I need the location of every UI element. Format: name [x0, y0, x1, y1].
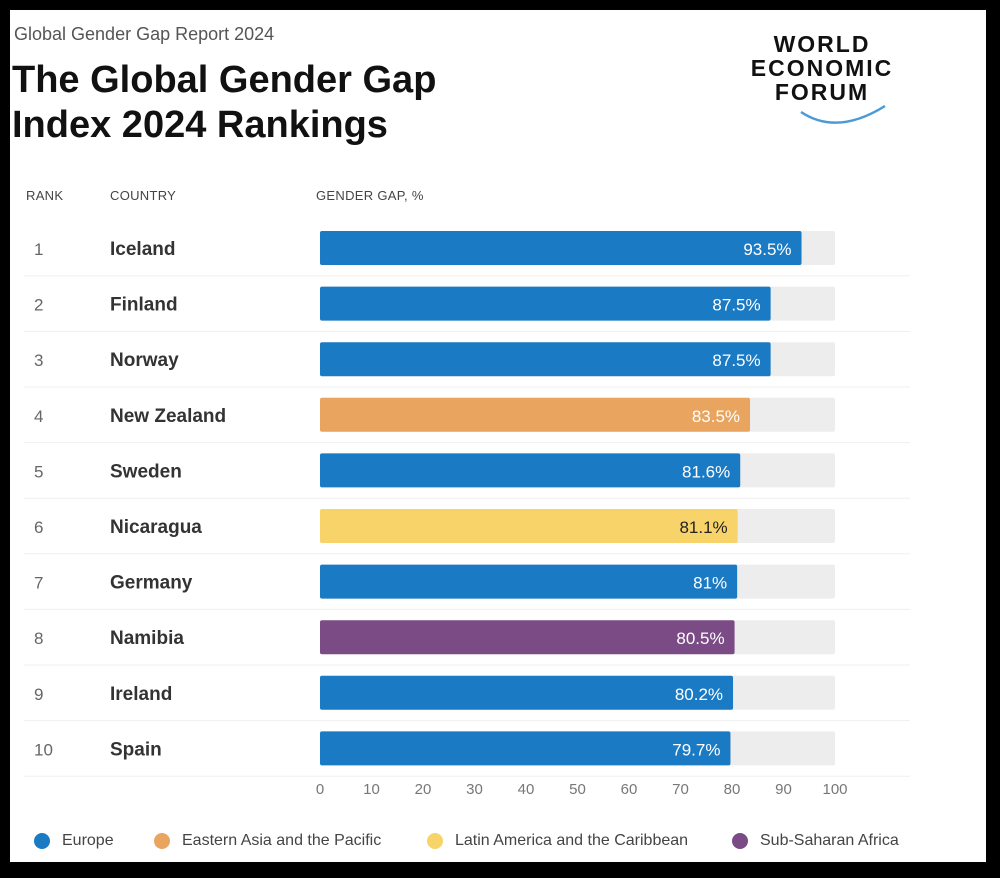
legend-label: Europe [62, 832, 114, 849]
bar-spain [320, 731, 731, 766]
country-header: COUNTRY [110, 188, 177, 203]
country-label-nicaragua: Nicaragua [110, 517, 202, 538]
legend-dot-icon [427, 833, 443, 849]
chart-card [10, 10, 986, 862]
rank-label: 4 [34, 407, 43, 426]
gender-gap-header: GENDER GAP, % [316, 188, 424, 203]
legend-dot-icon [34, 833, 50, 849]
data-label-norway: 87.5% [712, 351, 760, 370]
x-tick-label: 50 [569, 781, 586, 798]
rank-label: 6 [34, 518, 43, 537]
x-tick-label: 90 [775, 781, 792, 798]
bar-sweden [320, 453, 741, 488]
x-tick-label: 10 [363, 781, 380, 798]
data-label-new-zealand: 83.5% [692, 407, 740, 426]
rank-header: RANK [26, 188, 64, 203]
country-label-namibia: Namibia [110, 628, 184, 649]
data-label-germany: 81% [693, 574, 727, 593]
logo-line-2: ECONOMIC [750, 55, 894, 81]
x-tick-label: 30 [466, 781, 483, 798]
legend-item-eastern-asia-pacific: Eastern Asia and the Pacific [154, 832, 381, 850]
rank-label: 8 [34, 629, 43, 648]
report-label: Global Gender Gap Report 2024 [14, 24, 275, 44]
legend-dot-icon [154, 833, 170, 849]
rank-label: 7 [34, 574, 43, 593]
data-label-namibia: 80.5% [676, 629, 724, 648]
data-label-spain: 79.7% [672, 740, 720, 759]
rank-label: 5 [34, 462, 43, 481]
x-tick-label: 100 [822, 781, 847, 798]
x-tick-label: 0 [316, 781, 324, 798]
logo-line-3: FORUM [774, 79, 870, 105]
legend-item-europe: Europe [34, 832, 114, 850]
data-label-iceland: 93.5% [743, 240, 791, 259]
country-label-finland: Finland [110, 295, 178, 316]
bar-norway [320, 342, 771, 377]
data-label-ireland: 80.2% [675, 685, 723, 704]
x-tick-label: 20 [415, 781, 432, 798]
country-label-new-zealand: New Zealand [110, 406, 226, 427]
country-label-germany: Germany [110, 573, 193, 594]
x-tick-label: 40 [518, 781, 535, 798]
bar-finland [320, 286, 771, 321]
rank-label: 2 [34, 296, 43, 315]
legend-item-latin-america-caribbean: Latin America and the Caribbean [427, 832, 688, 850]
x-tick-label: 60 [621, 781, 638, 798]
bar-germany [320, 564, 738, 599]
country-label-norway: Norway [110, 350, 179, 371]
chart-title: The Global Gender Gap Index 2024 Ranking… [12, 59, 437, 146]
country-label-ireland: Ireland [110, 684, 172, 705]
country-label-iceland: Iceland [110, 239, 175, 260]
legend-label: Sub-Saharan Africa [760, 832, 899, 849]
logo-line-1: WORLD [773, 31, 871, 57]
bar-ireland [320, 675, 734, 710]
bar-nicaragua [320, 509, 738, 543]
world-economic-forum-logo: WORLD ECONOMIC FORUM [737, 20, 907, 130]
rank-label: 10 [34, 740, 53, 759]
logo-arc-icon [800, 104, 886, 124]
country-label-sweden: Sweden [110, 461, 182, 482]
bar-namibia [320, 620, 735, 655]
bar-new-zealand [320, 397, 751, 432]
rank-label: 3 [34, 351, 43, 370]
data-label-sweden: 81.6% [682, 462, 730, 481]
x-tick-label: 70 [672, 781, 689, 798]
data-label-finland: 87.5% [712, 296, 760, 315]
legend-item-sub-saharan-africa: Sub-Saharan Africa [732, 832, 899, 850]
legend-dot-icon [732, 833, 748, 849]
country-label-spain: Spain [110, 739, 162, 760]
bar-iceland [320, 231, 802, 265]
legend-label: Eastern Asia and the Pacific [182, 832, 382, 849]
legend-label: Latin America and the Caribbean [455, 832, 689, 849]
rank-label: 9 [34, 685, 43, 704]
data-label-nicaragua: 81.1% [679, 518, 727, 537]
x-tick-label: 80 [724, 781, 741, 798]
rank-label: 1 [34, 240, 43, 259]
